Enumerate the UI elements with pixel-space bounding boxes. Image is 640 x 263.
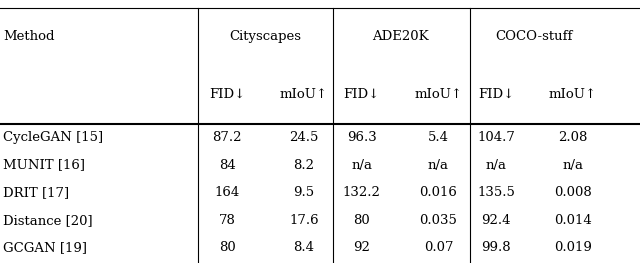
Text: 80: 80 (219, 241, 236, 254)
Text: 92.4: 92.4 (481, 214, 511, 227)
Text: ADE20K: ADE20K (372, 30, 428, 43)
Text: 99.8: 99.8 (481, 241, 511, 254)
Text: 135.5: 135.5 (477, 186, 515, 199)
Text: 2.08: 2.08 (558, 131, 588, 144)
Text: COCO-stuff: COCO-stuff (496, 30, 573, 43)
Text: 96.3: 96.3 (347, 131, 376, 144)
Text: mIoU↑: mIoU↑ (414, 88, 463, 101)
Text: 0.019: 0.019 (554, 241, 592, 254)
Text: 0.016: 0.016 (419, 186, 458, 199)
Text: 132.2: 132.2 (342, 186, 381, 199)
Text: Method: Method (3, 30, 54, 43)
Text: mIoU↑: mIoU↑ (548, 88, 597, 101)
Text: 164: 164 (214, 186, 240, 199)
Text: GCGAN [19]: GCGAN [19] (3, 241, 87, 254)
Text: 5.4: 5.4 (428, 131, 449, 144)
Text: 87.2: 87.2 (212, 131, 242, 144)
Text: MUNIT [16]: MUNIT [16] (3, 159, 85, 171)
Text: 24.5: 24.5 (289, 131, 319, 144)
Text: FID↓: FID↓ (209, 88, 245, 101)
Text: 92: 92 (353, 241, 370, 254)
Text: DRIT [17]: DRIT [17] (3, 186, 69, 199)
Text: n/a: n/a (351, 159, 372, 171)
Text: mIoU↑: mIoU↑ (280, 88, 328, 101)
Text: FID↓: FID↓ (478, 88, 514, 101)
Text: 0.035: 0.035 (419, 214, 458, 227)
Text: CycleGAN [15]: CycleGAN [15] (3, 131, 103, 144)
Text: n/a: n/a (428, 159, 449, 171)
Text: 17.6: 17.6 (289, 214, 319, 227)
Text: Cityscapes: Cityscapes (230, 30, 301, 43)
Text: Distance [20]: Distance [20] (3, 214, 93, 227)
Text: 0.07: 0.07 (424, 241, 453, 254)
Text: 104.7: 104.7 (477, 131, 515, 144)
Text: FID↓: FID↓ (344, 88, 380, 101)
Text: 84: 84 (219, 159, 236, 171)
Text: n/a: n/a (563, 159, 583, 171)
Text: 9.5: 9.5 (293, 186, 315, 199)
Text: 0.014: 0.014 (554, 214, 591, 227)
Text: 0.008: 0.008 (554, 186, 591, 199)
Text: 8.2: 8.2 (294, 159, 314, 171)
Text: 80: 80 (353, 214, 370, 227)
Text: n/a: n/a (486, 159, 506, 171)
Text: 8.4: 8.4 (294, 241, 314, 254)
Text: 78: 78 (219, 214, 236, 227)
